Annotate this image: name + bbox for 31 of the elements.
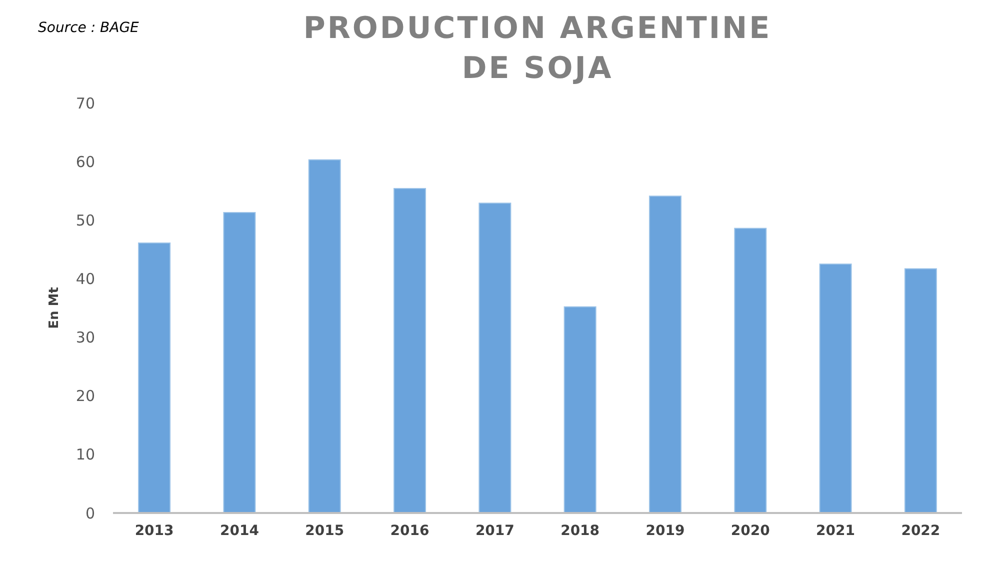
bar [904,268,937,514]
x-tick-label: 2021 [816,523,856,539]
x-tick-label: 2017 [475,523,514,539]
y-tick-label: 40 [76,270,95,288]
bar [819,264,852,514]
bar [564,306,596,514]
bar [223,212,256,514]
y-tick-label: 70 [76,94,95,112]
y-tick-label: 60 [76,152,95,171]
y-tick-label: 20 [76,387,95,406]
bar [394,188,426,514]
bar [308,159,341,514]
x-tick-label: 2014 [220,523,260,539]
chart-title: PRODUCTION ARGENTINE DE SOJA [303,11,772,86]
y-tick-label: 10 [76,446,95,464]
x-tick-label: 2018 [560,523,600,539]
x-tick-label: 2019 [646,523,685,539]
bar [478,202,512,514]
x-tick-label: 2022 [901,523,940,539]
x-tick-label: 2020 [730,523,770,539]
bar [138,242,171,514]
x-tick-label: 2013 [134,523,174,539]
y-tick-label: 30 [76,328,95,347]
x-tick-label: 2016 [390,523,430,539]
bar [648,196,682,514]
y-tick-label: 50 [76,211,95,230]
bar [734,228,767,514]
source-note: Source : BAGE [38,20,140,36]
y-axis-title: En Mt [47,287,62,329]
x-tick-label: 2015 [305,523,344,539]
y-tick-label: 0 [85,504,95,522]
